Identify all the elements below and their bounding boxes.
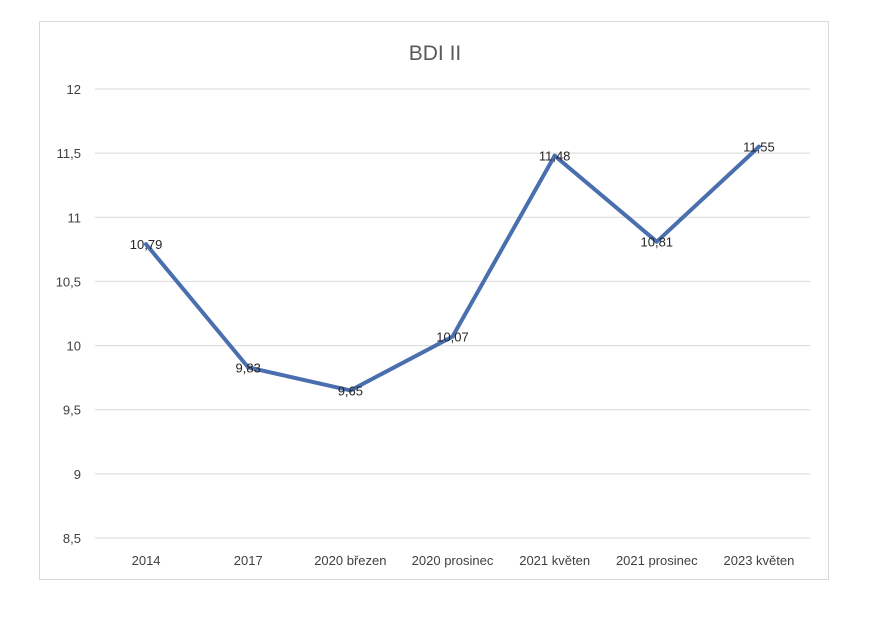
data-label: 9,83 [236, 360, 261, 375]
y-tick-label: 9 [74, 467, 81, 482]
y-tick-label: 10 [67, 339, 81, 354]
data-label: 11,48 [539, 149, 571, 164]
y-tick-label: 11 [68, 210, 82, 225]
x-tick-label: 2017 [234, 553, 263, 568]
x-tick-label: 2023 květen [724, 553, 795, 568]
data-label: 9,65 [338, 383, 363, 398]
x-tick-label: 2014 [132, 553, 161, 568]
data-point [552, 153, 557, 158]
data-point [246, 365, 251, 370]
x-tick-label: 2021 květen [519, 553, 590, 568]
data-labels: 10,79 9,83 9,65 10,07 11,48 10,81 11,55 [130, 140, 775, 399]
data-point [348, 388, 353, 393]
y-tick-label: 11,5 [57, 146, 81, 161]
data-point [450, 334, 455, 339]
chart-title: BDI II [409, 42, 462, 65]
x-axis-ticks: 2014 2017 2020 březen 2020 prosinec 2021 kvě… [132, 553, 795, 568]
series-line [144, 144, 761, 393]
data-point [654, 239, 659, 244]
data-label: 10,79 [130, 237, 163, 252]
gridlines [95, 88, 810, 539]
x-tick-label: 2021 prosinec [616, 553, 698, 568]
chart-frame [39, 21, 829, 580]
y-axis-ticks: 8,5 9 9,5 10 10,5 11 11,5 12 [56, 82, 81, 546]
data-point [756, 144, 761, 149]
data-label: 10,07 [436, 330, 469, 345]
data-label: 10,81 [641, 235, 674, 250]
y-tick-label: 12 [67, 82, 81, 97]
x-tick-label: 2020 prosinec [412, 553, 494, 568]
y-tick-label: 8,5 [63, 531, 81, 546]
y-tick-label: 10,5 [56, 274, 81, 289]
data-point [144, 242, 149, 247]
x-tick-label: 2020 březen [314, 553, 386, 568]
data-label: 11,55 [743, 140, 775, 155]
series [144, 144, 761, 393]
y-tick-label: 9,5 [63, 403, 81, 418]
